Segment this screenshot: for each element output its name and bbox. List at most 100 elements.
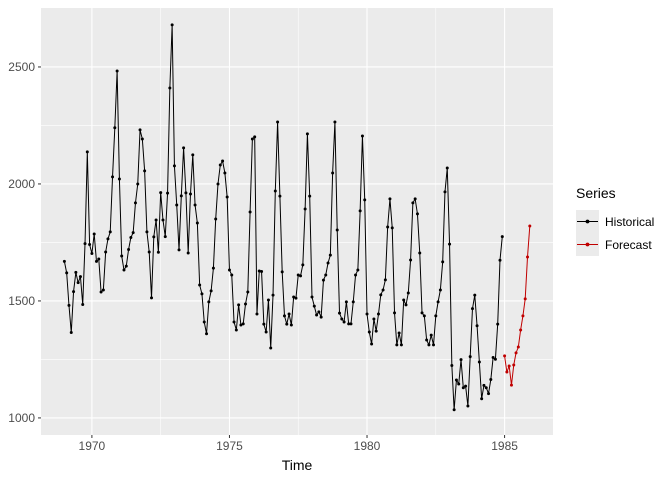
data-point-historical [294,296,298,300]
data-point-historical [172,164,176,168]
series-line-historical [63,24,503,411]
data-point-historical [200,292,204,296]
data-point-historical [356,268,360,272]
data-point-historical [92,232,96,236]
data-point-historical [374,329,378,333]
data-point-historical [216,182,220,186]
data-point-historical [381,288,385,292]
legend-item-forecast: Forecast [576,233,654,256]
data-point-historical [85,150,89,154]
data-point-historical [390,226,394,230]
data-point-historical [193,203,197,207]
plot-panel [41,8,553,435]
data-point-forecast [512,363,516,367]
data-point-historical [205,332,209,336]
data-point-historical [319,315,323,319]
data-point-historical [289,323,293,327]
data-point-historical [207,300,211,304]
data-point-forecast [519,328,523,332]
data-point-historical [438,288,442,292]
data-point-historical [420,311,424,315]
data-point-historical [338,311,342,315]
data-point-historical [255,312,259,316]
legend: Series Historical Forecast [576,185,654,256]
data-point-historical [484,386,488,390]
data-point-historical [365,312,369,316]
legend-key-forecast [576,233,599,256]
data-point-historical [156,250,160,254]
data-point-historical [78,275,82,279]
legend-key-historical [576,210,599,233]
data-point-historical [386,225,390,229]
data-point-historical [94,259,98,263]
data-point-historical [250,137,254,141]
data-point-forecast [507,364,511,368]
data-point-historical [163,235,167,239]
data-point-historical [108,230,112,234]
data-point-historical [425,338,429,342]
data-point-forecast [521,314,525,318]
data-point-historical [74,270,78,274]
data-point-historical [159,191,163,195]
data-point-historical [264,330,268,334]
legend-title: Series [576,185,616,201]
data-point-historical [147,250,151,254]
data-point-historical [138,128,142,132]
x-tick-label: 1975 [216,439,243,453]
data-point-historical [101,288,105,292]
data-point-forecast [526,255,530,259]
x-tick-label: 1985 [491,439,518,453]
data-point-historical [177,248,181,252]
data-point-historical [480,397,484,401]
data-point-historical [450,364,454,368]
data-point-historical [427,343,431,347]
data-point-historical [292,295,296,299]
data-point-historical [445,166,449,170]
data-point-historical [395,343,399,347]
data-point-historical [454,378,458,382]
data-point-historical [422,314,426,318]
data-point-historical [344,300,348,304]
data-point-forecast [516,345,520,349]
data-point-historical [418,251,422,255]
data-point-historical [305,132,309,136]
data-point-historical [211,266,215,270]
data-point-historical [376,312,380,316]
data-point-historical [287,312,291,316]
data-point-historical [81,302,85,306]
data-point-historical [466,404,470,408]
data-point-historical [127,247,131,251]
y-tick-label: 2000 [8,177,35,191]
data-point-historical [129,236,133,240]
y-tick-label: 2500 [8,60,35,74]
data-point-historical [370,342,374,346]
data-point-historical [218,163,222,167]
x-tick-label: 1980 [354,439,381,453]
data-point-historical [191,153,195,157]
data-point-historical [409,258,413,262]
data-point-historical [241,322,245,326]
data-point-historical [232,320,236,324]
data-point-historical [99,290,103,294]
data-point-historical [335,228,339,232]
data-point-historical [273,189,277,193]
data-point-historical [198,283,202,287]
data-point-historical [448,242,452,246]
data-point-historical [443,190,447,194]
data-point-historical [308,194,312,198]
data-point-forecast [523,297,527,301]
data-point-historical [67,303,71,307]
data-point-historical [131,231,135,235]
data-point-historical [83,242,87,246]
data-point-historical [227,268,231,272]
data-point-historical [372,317,376,321]
data-point-historical [244,302,248,306]
data-point-historical [500,235,504,239]
data-point-historical [188,192,192,196]
data-point-historical [122,268,126,272]
data-point-historical [111,175,115,179]
data-point-historical [262,322,266,326]
data-point-historical [285,322,289,326]
data-point-historical [461,386,465,390]
data-point-historical [349,322,353,326]
